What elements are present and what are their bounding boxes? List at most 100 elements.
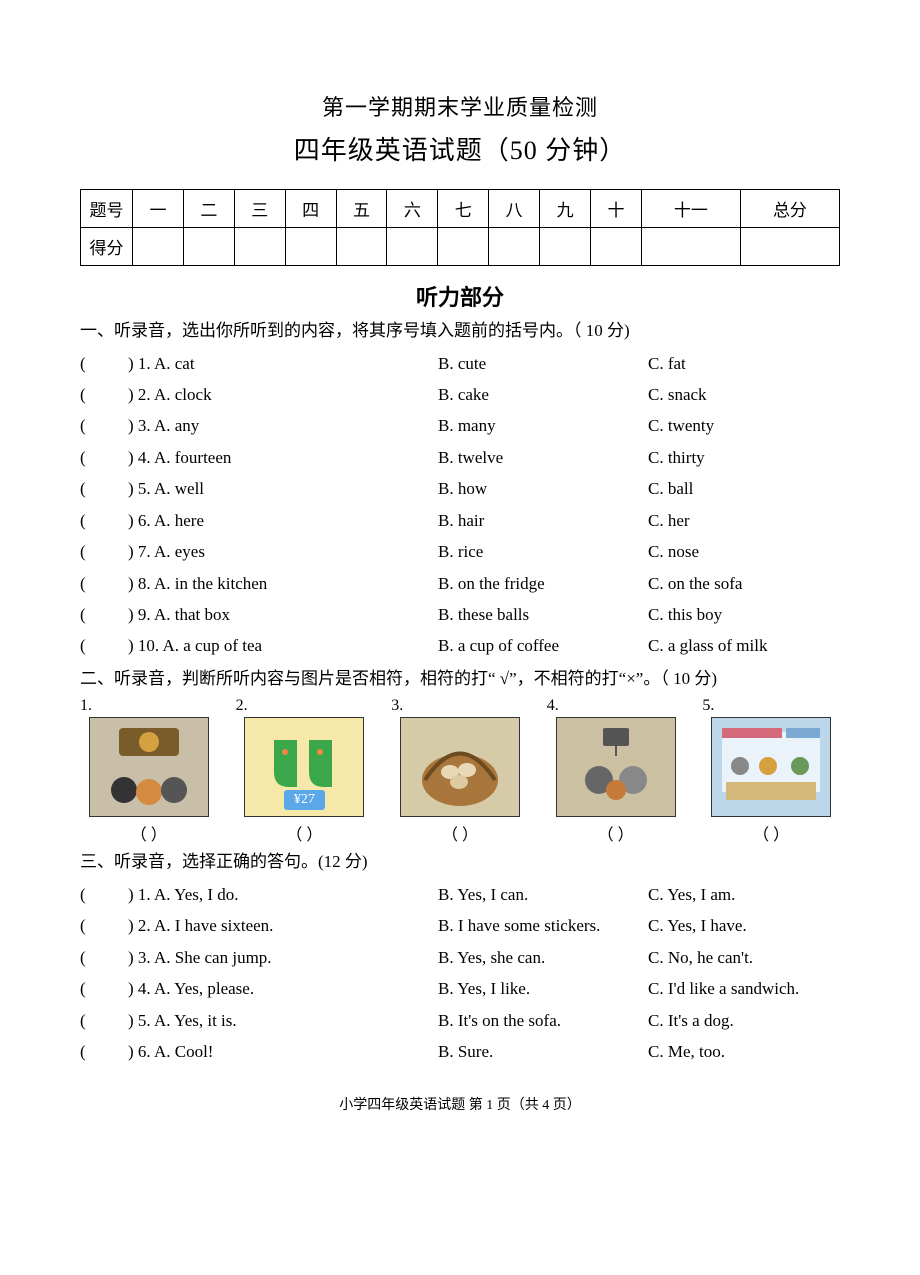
score-cell [489, 228, 540, 266]
option-c: C. on the sofa [648, 568, 840, 599]
question-row: () 9. A. that boxB. these ballsC. this b… [80, 599, 840, 630]
paren-open: ( [80, 879, 88, 910]
answer-blank [88, 599, 128, 630]
option-b: B. twelve [438, 442, 648, 473]
row-label-header: 题号 [81, 190, 133, 228]
option-c: C. No, he can't. [648, 942, 840, 973]
section3-instruction: 三、听录音，选择正确的答句。(12 分) [80, 849, 840, 875]
option-b: B. how [438, 473, 648, 504]
option-a: ) 9. A. that box [128, 599, 438, 630]
answer-blank [88, 879, 128, 910]
picture-item: 4.（ ） [547, 697, 685, 845]
option-c: C. a glass of milk [648, 630, 840, 661]
answer-blank [88, 348, 128, 379]
paren-open: ( [80, 973, 88, 1004]
exam-header-line1: 第一学期期末学业质量检测 [80, 90, 840, 122]
option-a: ) 2. A. I have sixteen. [128, 910, 438, 941]
option-b: B. Sure. [438, 1036, 648, 1067]
col-11: 十一 [641, 190, 740, 228]
basketball-boys-image [556, 717, 676, 817]
option-a: ) 8. A. in the kitchen [128, 568, 438, 599]
picture-answer-blank: （ ） [598, 821, 634, 845]
option-a: ) 4. A. fourteen [128, 442, 438, 473]
question-row: ( ) 3. A. anyB. manyC. twenty [80, 410, 840, 441]
option-a: ) 2. A. clock [128, 379, 438, 410]
option-b: B. Yes, she can. [438, 942, 648, 973]
question-row: () 8. A. in the kitchenB. on the fridgeC… [80, 568, 840, 599]
option-a: ) 5. A. Yes, it is. [128, 1005, 438, 1036]
question-row: () 7. A. eyesB. riceC. nose [80, 536, 840, 567]
answer-blank [88, 379, 128, 410]
option-c: C. Me, too. [648, 1036, 840, 1067]
option-a: ) 3. A. any [128, 410, 438, 441]
col-3: 三 [234, 190, 285, 228]
option-b: B. Yes, I like. [438, 973, 648, 1004]
option-b: B. I have some stickers. [438, 910, 648, 941]
answer-blank [88, 568, 128, 599]
score-table-score-row: 得分 [81, 228, 840, 266]
picture-number: 2. [236, 697, 248, 715]
question-row: () 2. A. clockB. cakeC. snack [80, 379, 840, 410]
col-8: 八 [489, 190, 540, 228]
option-a: ) 6. A. Cool! [128, 1036, 438, 1067]
paren-open: ( [80, 630, 88, 661]
picture-item: 3. （ ） [391, 697, 529, 845]
option-a: ) 4. A. Yes, please. [128, 973, 438, 1004]
option-c: C. Yes, I have. [648, 910, 840, 941]
option-c: C. this boy [648, 599, 840, 630]
score-table: 题号 一 二 三 四 五 六 七 八 九 十 十一 总分 得分 [80, 189, 840, 266]
paren-open: ( [80, 410, 88, 441]
picture-answer-blank: （ ） [442, 821, 478, 845]
score-cell [740, 228, 839, 266]
col-7: 七 [438, 190, 489, 228]
option-c: C. twenty [648, 410, 840, 441]
col-10: 十 [591, 190, 642, 228]
score-cell [133, 228, 184, 266]
picture-number: 1. [80, 697, 92, 715]
option-c: C. thirty [648, 442, 840, 473]
option-a: ) 5. A. well [128, 473, 438, 504]
option-c: C. snack [648, 379, 840, 410]
option-b: B. many [438, 410, 648, 441]
col-5: 五 [336, 190, 387, 228]
picture-number: 3. [391, 697, 403, 715]
answer-blank [88, 505, 128, 536]
answer-blank [88, 442, 128, 473]
question-row: () 1. A. Yes, I do.B. Yes, I can.C. Yes,… [80, 879, 840, 910]
option-b: B. cute [438, 348, 648, 379]
paren-open: ( [80, 348, 88, 379]
question-row: ( ) 5. A. Yes, it is.B. It's on the sofa.… [80, 1005, 840, 1036]
section2-pictures: 1.（ ）2.¥27（ ）3.（ ）4.（ ）5.（ ） [80, 697, 840, 845]
socks-price-image: ¥27 [244, 717, 364, 817]
answer-blank [88, 630, 128, 661]
answer-blank [88, 910, 128, 941]
page-footer: 小学四年级英语试题 第 1 页（共 4 页） [80, 1094, 840, 1114]
option-b: B. It's on the sofa. [438, 1005, 648, 1036]
option-b: B. cake [438, 379, 648, 410]
row-label-score: 得分 [81, 228, 133, 266]
option-b: B. hair [438, 505, 648, 536]
paren-open: ( [80, 942, 88, 973]
option-c: C. her [648, 505, 840, 536]
paren-open: ( [80, 505, 88, 536]
section3-questions: () 1. A. Yes, I do.B. Yes, I can.C. Yes,… [80, 879, 840, 1068]
paren-open: ( [80, 1005, 88, 1036]
col-1: 一 [133, 190, 184, 228]
option-b: B. a cup of coffee [438, 630, 648, 661]
answer-blank [88, 536, 128, 567]
score-cell [285, 228, 336, 266]
tiger-kids-image [89, 717, 209, 817]
col-2: 二 [183, 190, 234, 228]
price-tag: ¥27 [284, 790, 325, 810]
score-cell [234, 228, 285, 266]
question-row: () 10. A. a cup of teaB. a cup of coffee… [80, 630, 840, 661]
paren-open: ( [80, 910, 88, 941]
question-row: () 6. A. Cool!B. Sure.C. Me, too. [80, 1036, 840, 1067]
option-a: ) 1. A. cat [128, 348, 438, 379]
section1-instruction: 一、听录音，选出你所听到的内容，将其序号填入题前的括号内。（ 10 分) [80, 318, 840, 344]
picture-item: 2.¥27（ ） [236, 697, 374, 845]
picture-answer-blank: （ ） [131, 821, 167, 845]
section2-instruction: 二、听录音，判断所听内容与图片是否相符，相符的打“ √”，不相符的打“×”。（ … [80, 666, 840, 692]
exam-header-line2: 四年级英语试题（50 分钟） [80, 130, 840, 167]
answer-blank [88, 973, 128, 1004]
